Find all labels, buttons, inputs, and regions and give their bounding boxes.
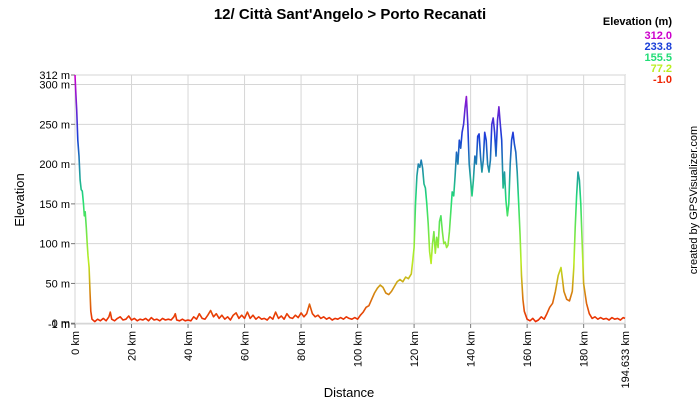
x-axis-label: Distance <box>324 385 375 400</box>
legend-entry: 155.5 <box>644 52 672 64</box>
y-axis-label: Elevation <box>12 173 27 226</box>
y-tick-label: 312 m <box>39 70 70 82</box>
y-tick-label: 150 m <box>39 199 70 211</box>
y-tick-label: 50 m <box>46 278 70 290</box>
chart-title: 12/ Città Sant'Angelo > Porto Recanati <box>214 6 486 23</box>
legend-entry: 233.8 <box>644 41 672 53</box>
credit-text: created by GPSVisualizer.com <box>688 126 700 274</box>
elevation-profile-line <box>74 74 626 323</box>
x-tick-label: 180 km <box>579 331 591 367</box>
x-tick-label: 60 km <box>240 331 252 361</box>
y-tick-label: 300 m <box>39 80 70 92</box>
plot-area <box>74 74 626 325</box>
legend-title: Elevation (m) <box>603 16 672 28</box>
x-tick-label: 0 km <box>70 331 82 355</box>
y-tick-label: -1 m <box>48 319 70 331</box>
x-tick-label: 120 km <box>409 331 421 367</box>
y-axis-ticks: -1 m0 m 50 m 100 m 150 m 200 m 250 m 300 m312 … <box>39 70 75 331</box>
x-tick-label: 160 km <box>522 331 534 367</box>
y-tick-label: 100 m <box>39 239 70 251</box>
x-tick-label: 40 km <box>183 331 195 361</box>
x-tick-label: 20 km <box>127 331 139 361</box>
x-tick-label: 80 km <box>296 331 308 361</box>
x-tick-label: 140 km <box>466 331 478 367</box>
y-tick-label: 200 m <box>39 159 70 171</box>
x-tick-label: 100 km <box>353 331 365 367</box>
legend-entry: 77.2 <box>651 63 672 75</box>
x-axis-ticks: 0 km 20 km 40 km 60 km 80 km 100 km 120 km 140 … <box>70 324 632 388</box>
y-tick-label: 0 m <box>52 318 70 330</box>
legend-entry: 312.0 <box>644 30 672 42</box>
legend-entry: -1.0 <box>653 74 672 86</box>
y-tick-label: 250 m <box>39 119 70 131</box>
x-tick-label: 194.633 km <box>620 331 632 388</box>
